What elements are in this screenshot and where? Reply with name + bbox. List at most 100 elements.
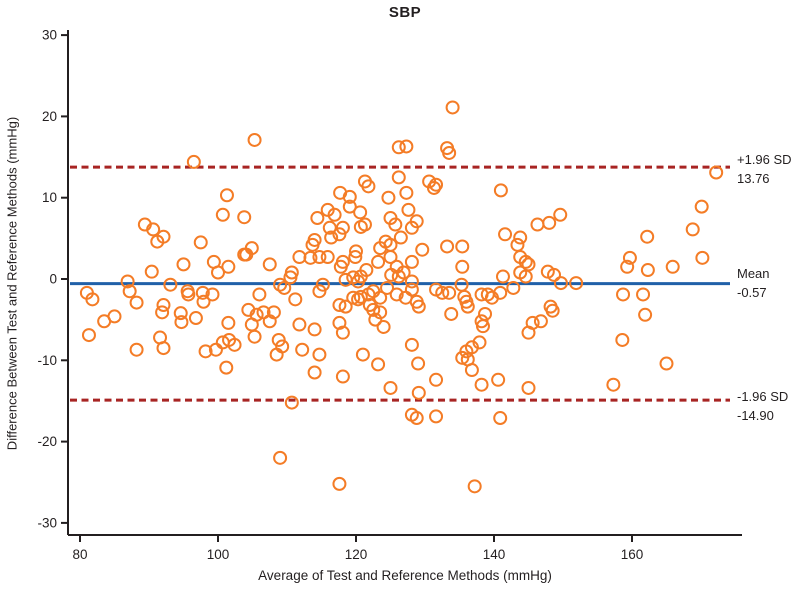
data-point	[396, 265, 411, 280]
data-point	[273, 450, 288, 465]
data-point	[383, 250, 398, 265]
data-point	[429, 372, 444, 387]
data-point	[659, 356, 674, 371]
data-point	[493, 285, 508, 300]
data-point	[327, 207, 342, 222]
mean-value: -0.57	[737, 285, 767, 300]
data-point	[518, 254, 533, 269]
data-point	[288, 292, 303, 307]
data-point	[322, 220, 337, 235]
data-point	[305, 237, 320, 252]
data-point	[284, 265, 299, 280]
data-point	[429, 409, 444, 424]
y-tick-label: -30	[37, 515, 57, 530]
data-point	[353, 289, 368, 304]
data-point	[221, 315, 236, 330]
data-point	[371, 254, 386, 269]
data-point	[371, 357, 386, 372]
data-point	[252, 287, 267, 302]
data-point	[475, 319, 490, 334]
data-point	[547, 267, 562, 282]
data-point	[129, 342, 144, 357]
data-point	[404, 220, 419, 235]
y-tick-label: 30	[42, 28, 57, 43]
data-point	[685, 222, 700, 237]
data-point	[221, 259, 236, 274]
data-point	[415, 242, 430, 257]
data-point	[401, 202, 416, 217]
data-point	[426, 180, 441, 195]
data-point	[237, 210, 252, 225]
data-point	[208, 342, 223, 357]
data-point	[464, 363, 479, 378]
data-point	[381, 190, 396, 205]
data-point	[495, 269, 510, 284]
data-point	[193, 235, 208, 250]
data-point	[156, 341, 171, 356]
data-point	[247, 329, 262, 344]
data-point	[404, 254, 419, 269]
data-point	[129, 295, 144, 310]
data-point	[120, 274, 135, 289]
data-point	[366, 302, 381, 317]
data-point	[176, 257, 191, 272]
data-point	[533, 314, 548, 329]
data-point	[388, 217, 403, 232]
data-point	[156, 298, 171, 313]
data-point	[521, 325, 536, 340]
data-point	[338, 299, 353, 314]
chart-title: SBP	[388, 4, 422, 21]
data-point	[442, 285, 457, 300]
data-point	[262, 314, 277, 329]
data-point	[227, 337, 242, 352]
upper-loa-value: 13.76	[737, 171, 770, 186]
data-point	[373, 290, 388, 305]
data-point	[277, 280, 292, 295]
data-point	[295, 342, 310, 357]
data-point	[312, 347, 327, 362]
data-point	[640, 263, 655, 278]
data-point	[391, 140, 406, 155]
data-point	[335, 369, 350, 384]
data-point	[342, 189, 357, 204]
data-point	[444, 306, 459, 321]
data-point	[353, 269, 368, 284]
data-point	[349, 244, 363, 259]
mean-label: Mean	[737, 266, 770, 281]
x-axis-label: Average of Test and Reference Methods (m…	[258, 568, 552, 583]
data-point	[695, 250, 710, 265]
data-point	[518, 269, 533, 284]
data-point	[665, 259, 680, 274]
data-point	[709, 165, 724, 180]
data-point	[292, 317, 307, 332]
lower-loa-label: -1.96 SD	[737, 389, 789, 404]
data-point	[399, 139, 414, 154]
y-tick-label: -10	[37, 353, 57, 368]
data-point	[373, 305, 388, 320]
data-point	[545, 303, 560, 318]
data-point	[404, 282, 419, 297]
data-point	[694, 199, 709, 214]
data-point	[342, 199, 357, 214]
data-point	[312, 250, 327, 265]
y-tick-label: -20	[37, 434, 57, 449]
lower-loa-value: -14.90	[737, 408, 774, 423]
data-point	[315, 277, 330, 292]
data-point	[262, 257, 277, 272]
data-point	[307, 322, 322, 337]
data-point	[640, 229, 655, 244]
data-point	[383, 380, 398, 395]
data-point	[307, 365, 322, 380]
data-point	[332, 298, 347, 313]
data-point	[239, 247, 254, 262]
data-point	[615, 332, 630, 347]
data-point	[310, 211, 325, 226]
data-point	[442, 145, 457, 160]
data-point	[445, 100, 460, 115]
data-point	[636, 287, 651, 302]
data-point	[198, 344, 213, 359]
data-point	[380, 280, 395, 295]
data-point	[411, 299, 426, 314]
data-point	[530, 217, 545, 232]
